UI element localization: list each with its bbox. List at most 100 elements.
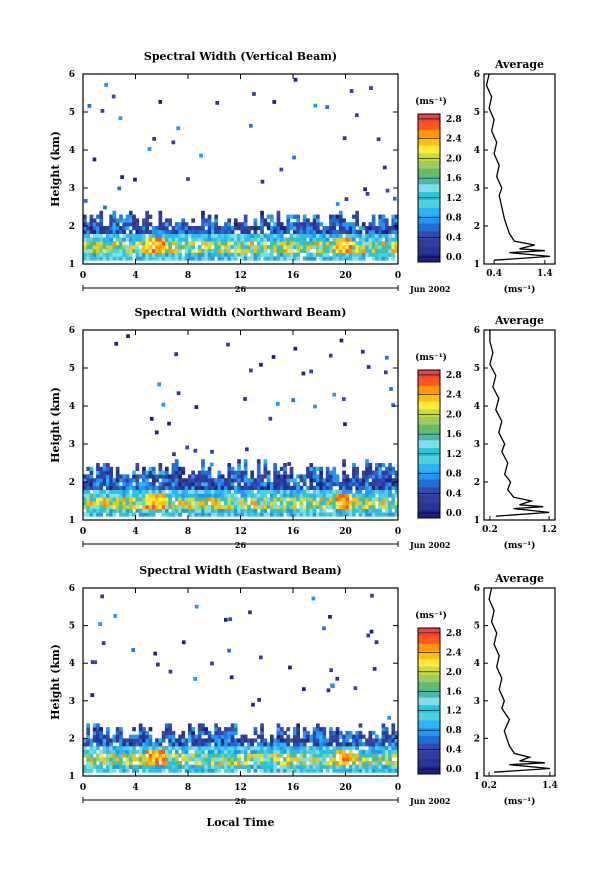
heatmap-cell bbox=[115, 229, 120, 234]
heatmap-cell bbox=[99, 233, 104, 238]
heatmap-cell bbox=[293, 757, 297, 762]
heatmap-cell bbox=[99, 738, 104, 743]
heatmap-cell bbox=[279, 241, 284, 246]
heatmap-cell bbox=[132, 218, 136, 223]
heatmap-cell bbox=[211, 493, 215, 498]
heatmap-cell bbox=[83, 764, 87, 769]
heatmap-cell bbox=[260, 222, 264, 227]
heatmap-cell bbox=[329, 470, 333, 475]
heatmap-cell bbox=[92, 730, 97, 736]
heatmap-cell bbox=[381, 233, 386, 238]
heatmap-cell bbox=[161, 226, 166, 231]
heatmap-cell bbox=[263, 749, 268, 754]
heatmap-cell bbox=[332, 745, 337, 751]
heatmap-cell bbox=[138, 757, 143, 762]
heatmap-cell bbox=[279, 742, 284, 747]
heatmap-cell bbox=[237, 474, 241, 479]
heatmap-cell bbox=[220, 489, 225, 494]
heatmap-cell bbox=[148, 222, 153, 227]
heatmap-cell bbox=[293, 734, 297, 739]
heatmap-cell bbox=[204, 497, 209, 502]
heatmap-cell bbox=[96, 222, 100, 227]
heatmap-cell bbox=[312, 237, 317, 242]
heatmap-cell bbox=[388, 226, 392, 231]
heatmap-cell bbox=[296, 742, 300, 747]
heatmap-cell bbox=[151, 508, 156, 513]
heatmap-cell bbox=[348, 245, 353, 250]
heatmap-cell bbox=[204, 489, 209, 494]
heatmap-cell bbox=[276, 757, 281, 762]
heatmap-cell bbox=[345, 508, 350, 513]
heatmap-cell bbox=[309, 245, 314, 250]
heatmap-cell bbox=[128, 764, 133, 769]
heatmap-cell bbox=[368, 474, 373, 479]
heatmap-cell bbox=[112, 214, 117, 219]
heatmap-cell bbox=[151, 470, 156, 475]
heatmap-cell bbox=[361, 504, 366, 509]
heatmap-cell bbox=[125, 753, 130, 758]
heatmap-cell bbox=[188, 474, 192, 479]
heatmap-cell bbox=[247, 226, 251, 231]
heatmap-cell bbox=[273, 764, 277, 769]
heatmap-cell bbox=[194, 749, 199, 754]
heatmap-cell bbox=[207, 218, 212, 223]
heatmap-cell bbox=[237, 764, 241, 769]
colorbar-swatch bbox=[418, 712, 440, 721]
heatmap-cell bbox=[102, 482, 107, 487]
heatmap-cell bbox=[135, 764, 140, 769]
heatmap-cell bbox=[96, 229, 100, 234]
heatmap-cell bbox=[188, 745, 192, 751]
heatmap-cell bbox=[371, 501, 376, 506]
heatmap-cell bbox=[106, 229, 110, 234]
avg-y-tick-label: 3 bbox=[474, 440, 480, 450]
heatmap-cell bbox=[335, 508, 340, 513]
heatmap-cell bbox=[375, 256, 379, 261]
heatmap-cell bbox=[286, 489, 291, 494]
heatmap-cell bbox=[155, 768, 159, 773]
heatmap-cell bbox=[352, 504, 356, 509]
heatmap-cell bbox=[306, 241, 310, 246]
heatmap-cell bbox=[349, 89, 354, 93]
colorbar-swatch bbox=[418, 191, 440, 200]
heatmap-cell bbox=[338, 504, 343, 509]
heatmap-cell bbox=[306, 489, 310, 494]
heatmap-cell bbox=[368, 738, 373, 743]
heatmap-cell bbox=[217, 768, 222, 773]
heatmap-cell bbox=[260, 723, 264, 728]
heatmap-cell bbox=[115, 493, 120, 498]
heatmap-cell bbox=[211, 248, 215, 253]
heatmap-cell bbox=[263, 466, 268, 471]
heatmap-cell bbox=[161, 738, 166, 743]
heatmap-cell bbox=[384, 734, 389, 739]
heatmap-cell bbox=[230, 478, 235, 483]
heatmap-cell bbox=[92, 508, 97, 513]
colorbar-swatch bbox=[418, 152, 440, 161]
heatmap-cell bbox=[148, 742, 153, 747]
heatmap-cell bbox=[99, 504, 104, 509]
x-tick-label: 0 bbox=[395, 271, 401, 281]
heatmap-cell bbox=[194, 252, 199, 257]
heatmap-cell bbox=[217, 241, 222, 246]
heatmap-cell bbox=[361, 245, 366, 250]
heatmap-cell bbox=[233, 738, 238, 743]
heatmap-cell bbox=[266, 245, 271, 250]
heatmap-cell bbox=[171, 734, 176, 739]
heatmap-cell bbox=[142, 241, 146, 246]
heatmap-cell bbox=[316, 727, 320, 732]
heatmap-cell bbox=[296, 214, 300, 219]
heatmap-cell bbox=[178, 256, 182, 261]
heatmap-cell bbox=[201, 256, 205, 261]
heatmap-cell bbox=[217, 730, 222, 736]
heatmap-cell bbox=[391, 229, 396, 234]
heatmap-cell bbox=[293, 742, 297, 747]
heatmap-cell bbox=[283, 749, 287, 754]
heatmap-cell bbox=[106, 730, 110, 736]
colorbar-swatch bbox=[418, 160, 440, 169]
heatmap-cell bbox=[378, 508, 382, 513]
heatmap-cell bbox=[368, 753, 373, 758]
heatmap-cell bbox=[325, 248, 330, 253]
heatmap-cell bbox=[197, 256, 202, 261]
heatmap-cell bbox=[211, 745, 215, 751]
heatmap-cell bbox=[371, 222, 376, 227]
heatmap-cell bbox=[155, 497, 159, 502]
